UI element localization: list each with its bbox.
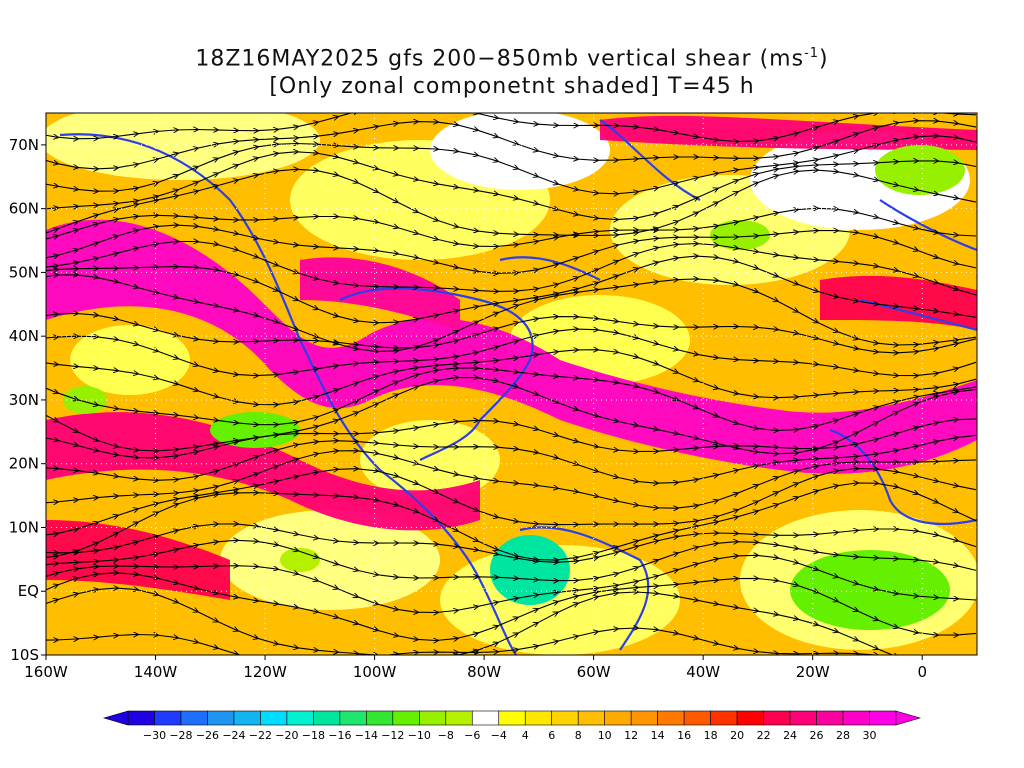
colorbar-swatch [842,710,870,726]
colorbar-label: 24 [783,729,797,742]
colorbar-swatch [127,710,155,726]
lat-tick-label: 10S [10,646,39,664]
title-suffix: ) [819,46,829,72]
colorbar-high-arrow [895,710,922,726]
graticule [46,113,977,655]
colorbar-swatch [816,710,844,726]
lon-tick-label: 60W [577,663,611,681]
colorbar-label: −16 [328,729,351,742]
colorbar-swatch [339,710,367,726]
colorbar-label: 10 [598,729,612,742]
latitude-axis: 70N 60N 50N 40N 30N 20N 10N EQ 10S [9,136,46,664]
lat-tick-label: 10N [9,518,39,536]
colorbar-swatch [154,710,182,726]
map-frame [45,112,978,656]
lon-tick-label: 20W [796,663,830,681]
colorbar-label: 16 [677,729,691,742]
lat-tick-label: 30N [9,391,39,409]
colorbar-label: −6 [464,729,480,742]
colorbar-label: 30 [863,729,877,742]
colorbar-label: −18 [302,729,325,742]
title-unit-exponent: -1 [804,46,820,61]
colorbar-swatch [683,710,711,726]
colorbar-label: −22 [249,729,272,742]
colorbar-swatch [471,710,500,726]
colorbar-swatch [869,710,897,726]
colorbar-label: 8 [575,729,582,742]
colorbar-label: −14 [355,729,378,742]
lon-tick-label: 160W [24,663,68,681]
colorbar-swatch [604,710,632,726]
lon-tick-label: 120W [243,663,287,681]
colorbar-swatch [180,710,208,726]
colorbar-swatch [789,710,817,726]
colorbar-swatch [286,710,314,726]
colorbar-label: −30 [143,729,166,742]
lat-tick-label: EQ [18,582,39,600]
colorbar-swatch [260,710,288,726]
colorbar-swatch [233,710,261,726]
colorbar-label: −24 [222,729,245,742]
colorbar-swatch [445,710,473,726]
lon-tick-label: 40W [686,663,720,681]
colorbar-swatch [630,710,658,726]
colorbar-swatch [577,710,605,726]
lat-tick-label: 40N [9,327,39,345]
colorbar-label: −26 [196,729,219,742]
lat-tick-label: 60N [9,200,39,218]
colorbar-label: 26 [810,729,824,742]
lat-tick-label: 20N [9,455,39,473]
colorbar-label: −8 [438,729,454,742]
colorbar-swatch [419,710,447,726]
colorbar-swatch [498,710,526,726]
colorbar-label: −4 [491,729,507,742]
colorbar-swatch [392,710,420,726]
streamline [46,628,976,655]
lon-tick-label: 140W [134,663,178,681]
colorbar-label: −20 [275,729,298,742]
colorbar-swatch [313,710,341,726]
longitude-axis: 160W 140W 120W 100W 80W 60W 40W 20W 0 [24,655,927,681]
colorbar-label: 14 [651,729,665,742]
colorbar-label: 18 [704,729,718,742]
colorbar: −30 −28 −26 −24 −22 −20 −18 −16 −14 −12 −10 −8 −6 −4 4… [102,710,922,742]
colorbar-label: 20 [730,729,744,742]
colorbar-swatch [524,710,553,726]
colorbar-label: 28 [836,729,850,742]
lat-tick-label: 50N [9,263,39,281]
colorbar-swatch [551,710,579,726]
colorbar-swatch [657,710,685,726]
colorbar-label: 22 [757,729,771,742]
lon-tick-label: 80W [467,663,501,681]
title-prefix: 18Z16MAY2025 gfs 200−850mb vertical shea… [195,46,805,72]
chart-title-line1: 18Z16MAY2025 gfs 200−850mb vertical shea… [0,46,1024,71]
colorbar-label: 4 [522,729,529,742]
colorbar-label: 6 [548,729,555,742]
streamlines [46,113,977,655]
colorbar-swatch [763,710,791,726]
map-plot-area [46,113,977,655]
colorbar-swatch [207,710,235,726]
colorbar-low-arrow [102,710,129,726]
lon-tick-label: 100W [353,663,397,681]
colorbar-label: −12 [381,729,404,742]
colorbar-label: −10 [408,729,431,742]
chart-title-line2: [Only zonal componetnt shaded] T=45 h [269,74,755,99]
colorbar-label: −28 [169,729,192,742]
lon-tick-label: 0 [917,663,927,681]
colorbar-swatch [736,710,764,726]
colorbar-swatch [366,710,394,726]
colorbar-swatch [710,710,738,726]
colorbar-label: 12 [624,729,638,742]
lat-tick-label: 70N [9,136,39,154]
